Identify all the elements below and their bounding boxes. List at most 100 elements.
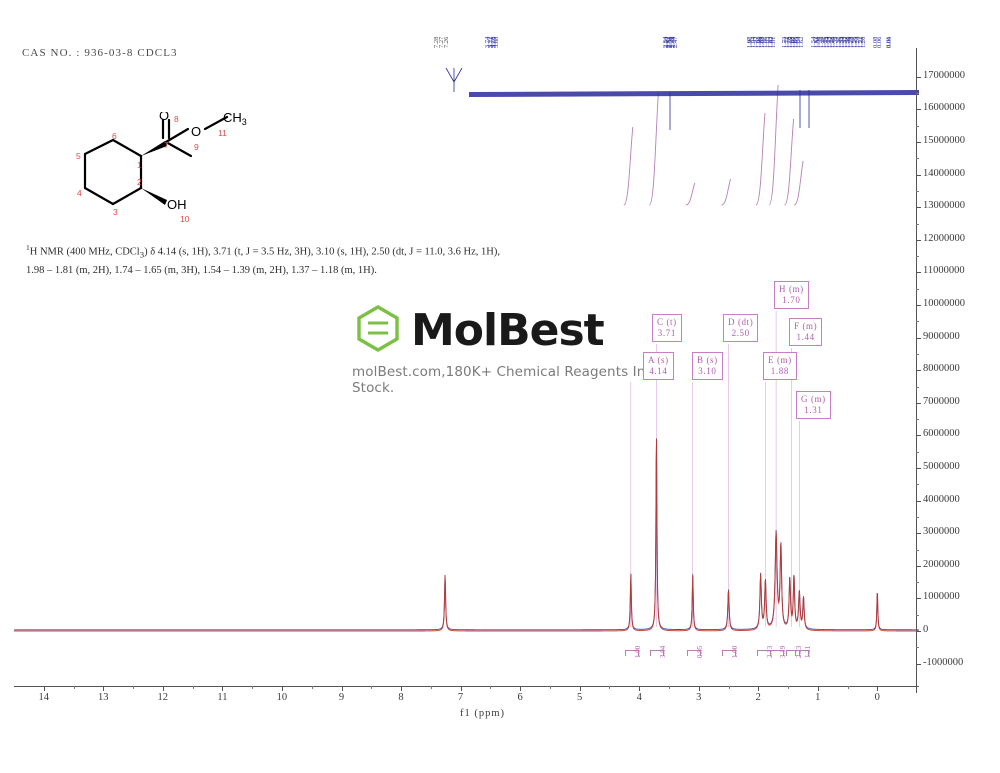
ester-oxygen-label: O [191,124,201,139]
y-axis-tick [916,109,921,111]
y-axis-minor-tick [916,549,919,551]
x-axis-tick-label: 3 [696,692,702,703]
y-axis-minor-tick [916,288,919,290]
integration-bracket [795,650,810,656]
y-axis-minor-tick [916,353,919,355]
x-axis-minor-tick [788,686,789,689]
x-axis-tick-label: 12 [157,692,169,703]
x-axis-tick [758,686,760,691]
x-axis-tick [401,686,402,691]
y-axis-minor-tick [916,321,919,323]
x-axis-tick [520,686,522,691]
y-axis-minor-tick [916,158,919,160]
y-axis-tick [916,631,921,632]
x-axis-minor-tick [847,686,849,689]
integration-curve [721,178,731,206]
y-axis-tick-label: 14000000 [923,167,965,179]
integration-bracket [650,650,665,656]
y-axis-minor-tick [916,516,919,518]
integration-curve [623,126,634,206]
y-axis-tick-label: 5000000 [923,461,960,472]
y-axis-minor-tick [916,419,919,421]
y-axis-minor-tick [916,451,919,453]
x-axis-tick-label: 1 [815,692,821,703]
y-axis-tick [916,370,921,372]
y-axis-tick [916,305,921,306]
molbest-brand-text: MolBest [411,304,605,356]
nmr-proton-superscript: 1 [26,243,30,252]
atom-number-1: 1 [137,160,142,170]
y-axis-tick-label: -1000000 [923,656,964,668]
y-axis-tick-label: 4000000 [923,493,960,505]
y-axis-tick-label: 2000000 [923,558,960,570]
y-axis-tick [916,435,921,437]
x-axis-tick [877,686,879,691]
x-axis-tick [579,686,581,691]
y-axis-tick-label: 10000000 [923,298,965,309]
molbest-watermark: MolBest molBest.com,180K+ Chemical Reage… [352,302,682,396]
x-axis-ppm: f1 (ppm) 14 13 12 11 10 9 8 7 6 5 4 3 2 1 0 [14,686,919,726]
y-axis-tick [916,272,921,274]
y-axis-tick-label: 3000000 [923,526,960,538]
y-axis-tick-label: 11000000 [923,265,965,277]
x-axis-tick-label: 14 [38,692,50,703]
y-axis-tick-label: 7000000 [923,395,960,407]
integration-bracket [686,650,701,656]
y-axis-tick-label: 16000000 [923,102,965,114]
atom-number-8: 8 [174,114,179,124]
x-axis-tick [222,686,224,691]
y-axis-tick [916,598,921,600]
y-axis-minor-tick [916,190,919,192]
x-axis-tick-label: 0 [874,692,880,703]
y-axis-minor-tick [916,223,919,225]
x-axis-minor-tick [73,686,75,689]
y-axis-tick [916,565,921,567]
expansion-peak-value: 0.06 [875,36,883,48]
x-axis-title: f1 (ppm) [460,708,506,719]
y-axis-tick [916,174,921,176]
x-axis-tick [162,686,164,691]
y-axis-minor-tick [916,93,919,95]
y-axis-tick-label: 1000000 [923,591,960,603]
expansion-scale-bar [469,90,919,97]
x-axis-tick [281,686,283,691]
atom-number-7: 7 [164,140,169,150]
y-axis-tick [916,142,921,143]
x-axis-tick [460,686,462,691]
atom-number-3: 3 [113,207,118,217]
x-axis-minor-tick [668,686,670,689]
x-axis-tick-label: 6 [517,692,523,703]
x-axis-tick [43,686,45,691]
atom-number-11: 11 [218,128,227,138]
nmr-text-line-2: 1.98 – 1.81 (m, 2H), 1.74 – 1.65 (m, 3H)… [26,264,377,276]
expansion-peak-value: 3.68 [492,36,500,48]
y-axis-tick-label: 9000000 [923,330,960,342]
expansion-peak-value: 1.81 [769,36,777,48]
x-axis-minor-tick [609,686,611,689]
nmr-text-line-1-pre: H NMR (400 MHz, CDCl [29,246,140,258]
integration-curve [793,160,804,206]
nmr-text-line-1: 1H NMR (400 MHz, CDCl3) δ 4.14 (s, 1H), … [26,240,586,263]
x-axis-tick [698,686,700,691]
integration-curve [648,92,659,206]
methyl-label: CH3 [223,112,247,127]
integration-curve [768,84,779,206]
x-axis-tick [103,686,105,691]
x-axis-tick-label: 4 [636,692,642,703]
y-axis-tick [916,76,921,78]
integration-bracket [624,650,639,656]
x-axis-tick-label: 8 [398,692,404,703]
expansion-peak-value: 1.20 [859,36,867,48]
x-axis-minor-tick [430,686,432,689]
integration-bracket [770,650,785,656]
atom-number-4: 4 [77,188,82,198]
y-axis-tick-label: 17000000 [923,69,965,81]
y-axis-tick-label: 6000000 [923,428,960,440]
x-axis-tick-label: 13 [98,692,109,703]
y-axis-minor-tick [916,614,919,616]
chemical-structure-diagram: O O CH3 OH 1 2 3 4 5 6 7 8 9 10 11 [55,112,265,237]
expansion-peak-value: 2.47 [671,36,679,48]
y-axis-tick [916,337,921,339]
x-axis-tick [817,686,819,691]
